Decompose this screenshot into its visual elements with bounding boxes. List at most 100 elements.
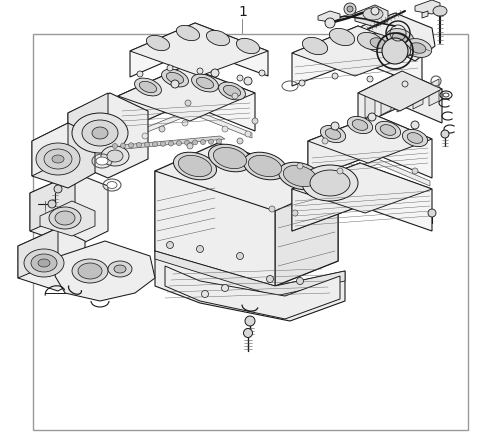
Circle shape — [297, 163, 303, 169]
Ellipse shape — [433, 6, 447, 16]
Ellipse shape — [108, 261, 132, 277]
Polygon shape — [308, 115, 375, 179]
Polygon shape — [112, 136, 225, 150]
Circle shape — [244, 77, 252, 85]
Ellipse shape — [243, 152, 287, 180]
Circle shape — [344, 3, 356, 15]
Ellipse shape — [407, 133, 423, 143]
Circle shape — [299, 80, 305, 86]
Circle shape — [168, 141, 173, 146]
Ellipse shape — [382, 38, 408, 64]
Ellipse shape — [179, 155, 212, 176]
Ellipse shape — [52, 155, 64, 163]
Circle shape — [368, 113, 376, 121]
Ellipse shape — [223, 86, 240, 97]
Ellipse shape — [82, 120, 118, 146]
Polygon shape — [318, 11, 340, 22]
Ellipse shape — [162, 69, 189, 87]
Circle shape — [292, 210, 298, 216]
Polygon shape — [292, 163, 360, 231]
Ellipse shape — [38, 259, 50, 267]
Polygon shape — [155, 143, 338, 286]
Circle shape — [252, 118, 258, 124]
Polygon shape — [30, 173, 108, 247]
Polygon shape — [315, 159, 430, 188]
Polygon shape — [308, 115, 432, 163]
Ellipse shape — [348, 116, 372, 134]
Ellipse shape — [402, 129, 428, 146]
Ellipse shape — [358, 32, 383, 49]
Polygon shape — [292, 163, 432, 213]
Polygon shape — [32, 123, 95, 188]
Polygon shape — [118, 66, 185, 133]
Circle shape — [322, 138, 328, 144]
Circle shape — [184, 140, 190, 145]
Circle shape — [182, 120, 188, 126]
Circle shape — [112, 143, 118, 149]
Ellipse shape — [176, 26, 200, 41]
Circle shape — [137, 71, 143, 77]
Circle shape — [237, 75, 243, 81]
Ellipse shape — [192, 74, 218, 92]
Circle shape — [201, 139, 205, 145]
Ellipse shape — [302, 37, 328, 55]
Ellipse shape — [375, 121, 401, 138]
Polygon shape — [68, 93, 108, 161]
Polygon shape — [358, 13, 435, 66]
Ellipse shape — [196, 77, 214, 89]
Ellipse shape — [278, 162, 322, 190]
Ellipse shape — [208, 144, 252, 172]
Polygon shape — [155, 251, 345, 321]
Ellipse shape — [173, 152, 216, 180]
Polygon shape — [275, 183, 338, 286]
Text: 1: 1 — [238, 5, 247, 19]
Polygon shape — [18, 228, 85, 291]
Ellipse shape — [283, 165, 317, 187]
Ellipse shape — [167, 72, 184, 84]
Circle shape — [120, 143, 125, 148]
Polygon shape — [55, 241, 155, 301]
Polygon shape — [292, 163, 432, 231]
Ellipse shape — [404, 38, 432, 57]
Ellipse shape — [24, 249, 64, 277]
Circle shape — [211, 69, 219, 77]
Circle shape — [402, 81, 408, 87]
Polygon shape — [30, 173, 75, 231]
Ellipse shape — [139, 82, 156, 93]
Circle shape — [129, 143, 133, 148]
Ellipse shape — [206, 30, 229, 45]
Ellipse shape — [78, 263, 102, 279]
Circle shape — [208, 139, 214, 144]
Ellipse shape — [96, 157, 108, 165]
Polygon shape — [415, 0, 440, 14]
Circle shape — [325, 18, 335, 28]
Circle shape — [142, 133, 148, 139]
Ellipse shape — [31, 254, 57, 272]
Polygon shape — [155, 251, 345, 296]
Polygon shape — [118, 66, 255, 133]
Ellipse shape — [248, 155, 282, 176]
Polygon shape — [429, 79, 439, 106]
Circle shape — [159, 126, 165, 132]
Ellipse shape — [72, 113, 128, 153]
Circle shape — [187, 143, 193, 149]
Ellipse shape — [329, 28, 355, 45]
Circle shape — [266, 276, 274, 283]
Ellipse shape — [55, 211, 75, 225]
Circle shape — [222, 126, 228, 132]
Polygon shape — [155, 171, 275, 286]
Ellipse shape — [36, 143, 80, 175]
Polygon shape — [292, 26, 422, 86]
Polygon shape — [118, 66, 255, 121]
Ellipse shape — [236, 38, 260, 54]
Circle shape — [48, 200, 56, 208]
Circle shape — [167, 65, 173, 71]
Ellipse shape — [370, 38, 386, 48]
Circle shape — [337, 168, 343, 174]
Circle shape — [331, 122, 339, 130]
Ellipse shape — [386, 29, 414, 48]
Circle shape — [160, 141, 166, 146]
Circle shape — [144, 142, 149, 147]
Circle shape — [136, 142, 142, 147]
Polygon shape — [308, 115, 432, 179]
